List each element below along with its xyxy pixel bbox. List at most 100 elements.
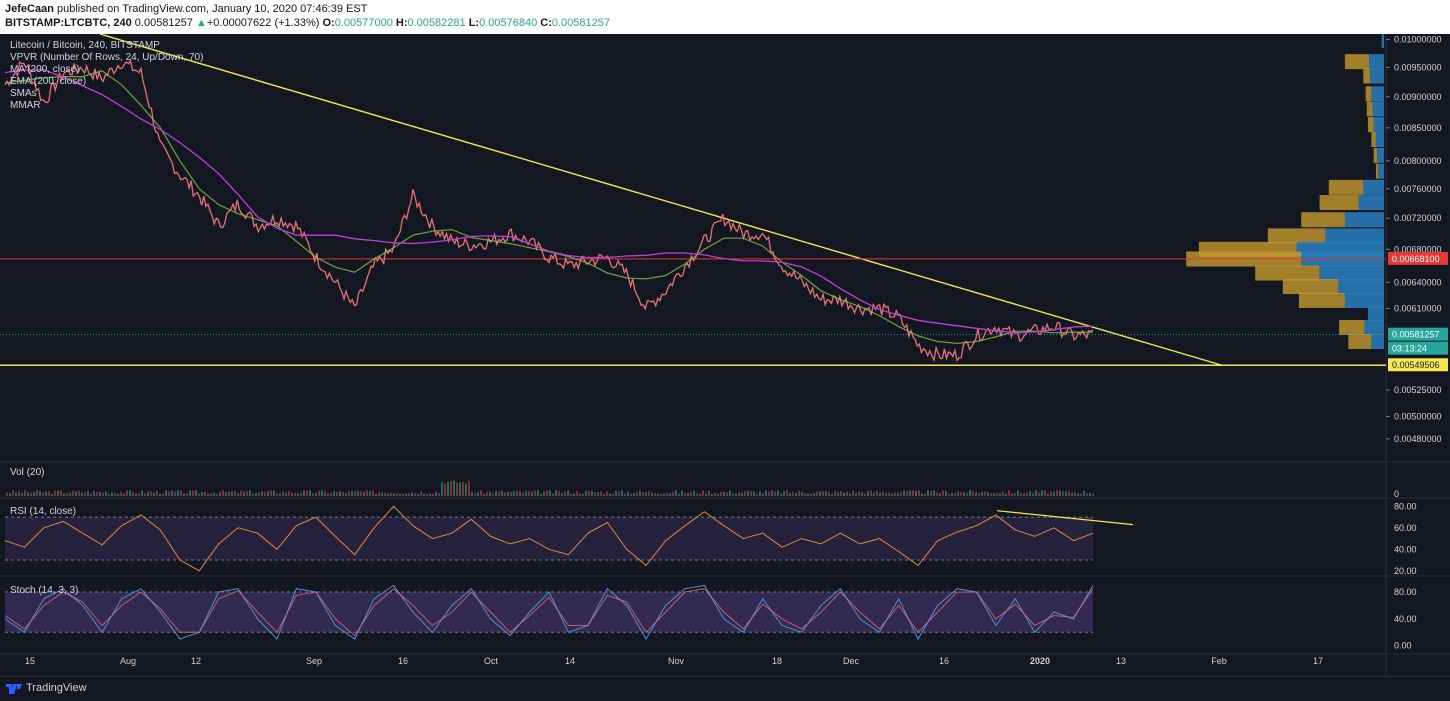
volume-bar xyxy=(228,491,230,496)
volume-bar xyxy=(30,492,32,496)
volume-bar xyxy=(447,481,449,496)
volume-bar xyxy=(1080,493,1082,496)
volume-bar xyxy=(975,492,977,496)
legend-item-ema[interactable]: EMA (200, close) xyxy=(10,76,87,87)
volume-bar xyxy=(852,490,854,496)
volume-bar xyxy=(483,493,485,496)
legend-item-mmar[interactable]: MMAR xyxy=(10,100,41,111)
volume-bar xyxy=(717,493,719,496)
price-change: +0.00007622 (+1.33%) xyxy=(206,17,320,29)
volume-bar xyxy=(1053,491,1055,496)
legend-item-smas[interactable]: SMAs xyxy=(10,88,37,99)
volume-bar xyxy=(24,490,26,496)
volume-bar xyxy=(429,493,431,496)
volume-bar xyxy=(342,492,344,496)
volume-bar xyxy=(216,493,218,496)
volume-bar xyxy=(525,490,527,496)
volume-profile-up-bar xyxy=(1377,147,1384,163)
rsi-pane-label[interactable]: RSI (14, close) xyxy=(10,506,77,517)
volume-bar xyxy=(12,490,14,496)
legend-item-vpvr[interactable]: VPVR (Number Of Rows, 24, Up/Down, 70) xyxy=(10,52,204,63)
volume-bar xyxy=(279,493,281,496)
price-tick-label: 0.00900000 xyxy=(1394,92,1442,102)
volume-bar xyxy=(240,490,242,496)
volume-bar xyxy=(36,490,38,496)
volume-bar xyxy=(780,493,782,496)
volume-bar xyxy=(360,491,362,496)
time-tick-label: 13 xyxy=(1116,656,1126,666)
volume-bar xyxy=(300,493,302,496)
volume-bar xyxy=(681,490,683,496)
volume-pane-label[interactable]: Vol (20) xyxy=(10,467,45,478)
volume-bar xyxy=(285,493,287,496)
time-tick-label: 15 xyxy=(25,656,35,666)
volume-bar xyxy=(390,492,392,496)
drawing-lines xyxy=(0,34,1386,367)
volume-profile-up-bar xyxy=(1367,306,1384,322)
footer-brand[interactable]: TradingView xyxy=(26,682,87,694)
legend-item-ma[interactable]: MA (200, close) xyxy=(10,64,80,75)
volume-bar xyxy=(270,490,272,496)
price-tick-label: 0.00950000 xyxy=(1394,62,1442,72)
volume-bar xyxy=(624,493,626,496)
volume-bar xyxy=(21,492,23,496)
volume-bar xyxy=(1017,490,1019,496)
volume-bar xyxy=(933,490,935,496)
volume-bar xyxy=(312,493,314,496)
volume-bar xyxy=(669,493,671,496)
volume-bar xyxy=(897,492,899,496)
volume-bar xyxy=(441,482,443,496)
volume-bar xyxy=(771,490,773,496)
volume-bar xyxy=(372,490,374,496)
volume-bar xyxy=(990,493,992,496)
volume-tick-label: 0 xyxy=(1394,489,1399,499)
volume-bar xyxy=(795,492,797,496)
volume-bar xyxy=(786,490,788,496)
chart-canvas[interactable]: 0.01000000 0.00950000 0.00900000 0.00850000… xyxy=(0,34,1450,676)
volume-bar xyxy=(27,492,29,496)
volume-bar xyxy=(609,493,611,496)
volume-profile-up-bar xyxy=(1363,179,1384,195)
volume-bar xyxy=(945,491,947,496)
volume-bar xyxy=(297,493,299,496)
volume-bar xyxy=(534,490,536,496)
volume-bar xyxy=(612,493,614,496)
volume-bar xyxy=(663,493,665,496)
volume-bar xyxy=(144,493,146,496)
volume-bar xyxy=(93,491,95,496)
stoch-pane-label[interactable]: Stoch (14, 3, 3) xyxy=(10,585,79,596)
legend-title[interactable]: Litecoin / Bitcoin, 240, BITSTAMP xyxy=(10,40,160,51)
volume-bar xyxy=(66,493,68,496)
volume-bar xyxy=(678,493,680,496)
volume-bar xyxy=(255,492,257,496)
volume-bar xyxy=(207,493,209,496)
volume-bar xyxy=(189,490,191,496)
volume-bar xyxy=(552,493,554,496)
volume-bar xyxy=(726,492,728,496)
volume-bar xyxy=(156,490,158,496)
volume-bar xyxy=(219,492,221,496)
volume-profile-up-bar xyxy=(1372,101,1384,117)
time-tick-label: 18 xyxy=(772,656,782,666)
volume-bar xyxy=(636,492,638,496)
volume-bar xyxy=(333,491,335,496)
volume-bar xyxy=(762,493,764,496)
volume-bar xyxy=(921,493,923,496)
author-name[interactable]: JefeCaan xyxy=(5,3,54,15)
volume-bar xyxy=(672,491,674,496)
volume-bar xyxy=(564,491,566,496)
tradingview-logo-icon[interactable] xyxy=(6,681,22,695)
volume-bar xyxy=(876,490,878,496)
volume-bar xyxy=(735,493,737,496)
volume-bar xyxy=(318,490,320,496)
volume-bar xyxy=(843,492,845,496)
volume-bar xyxy=(765,490,767,496)
current-price-tag: 0.00581257 xyxy=(1392,330,1440,340)
volume-profile-down-bar xyxy=(1255,265,1320,281)
volume-bar xyxy=(18,491,20,496)
volume-bar xyxy=(465,483,467,496)
volume-bar xyxy=(63,493,65,496)
volume-profile-down-bar xyxy=(1339,319,1365,335)
volume-bar xyxy=(162,493,164,496)
volume-bar xyxy=(732,493,734,496)
